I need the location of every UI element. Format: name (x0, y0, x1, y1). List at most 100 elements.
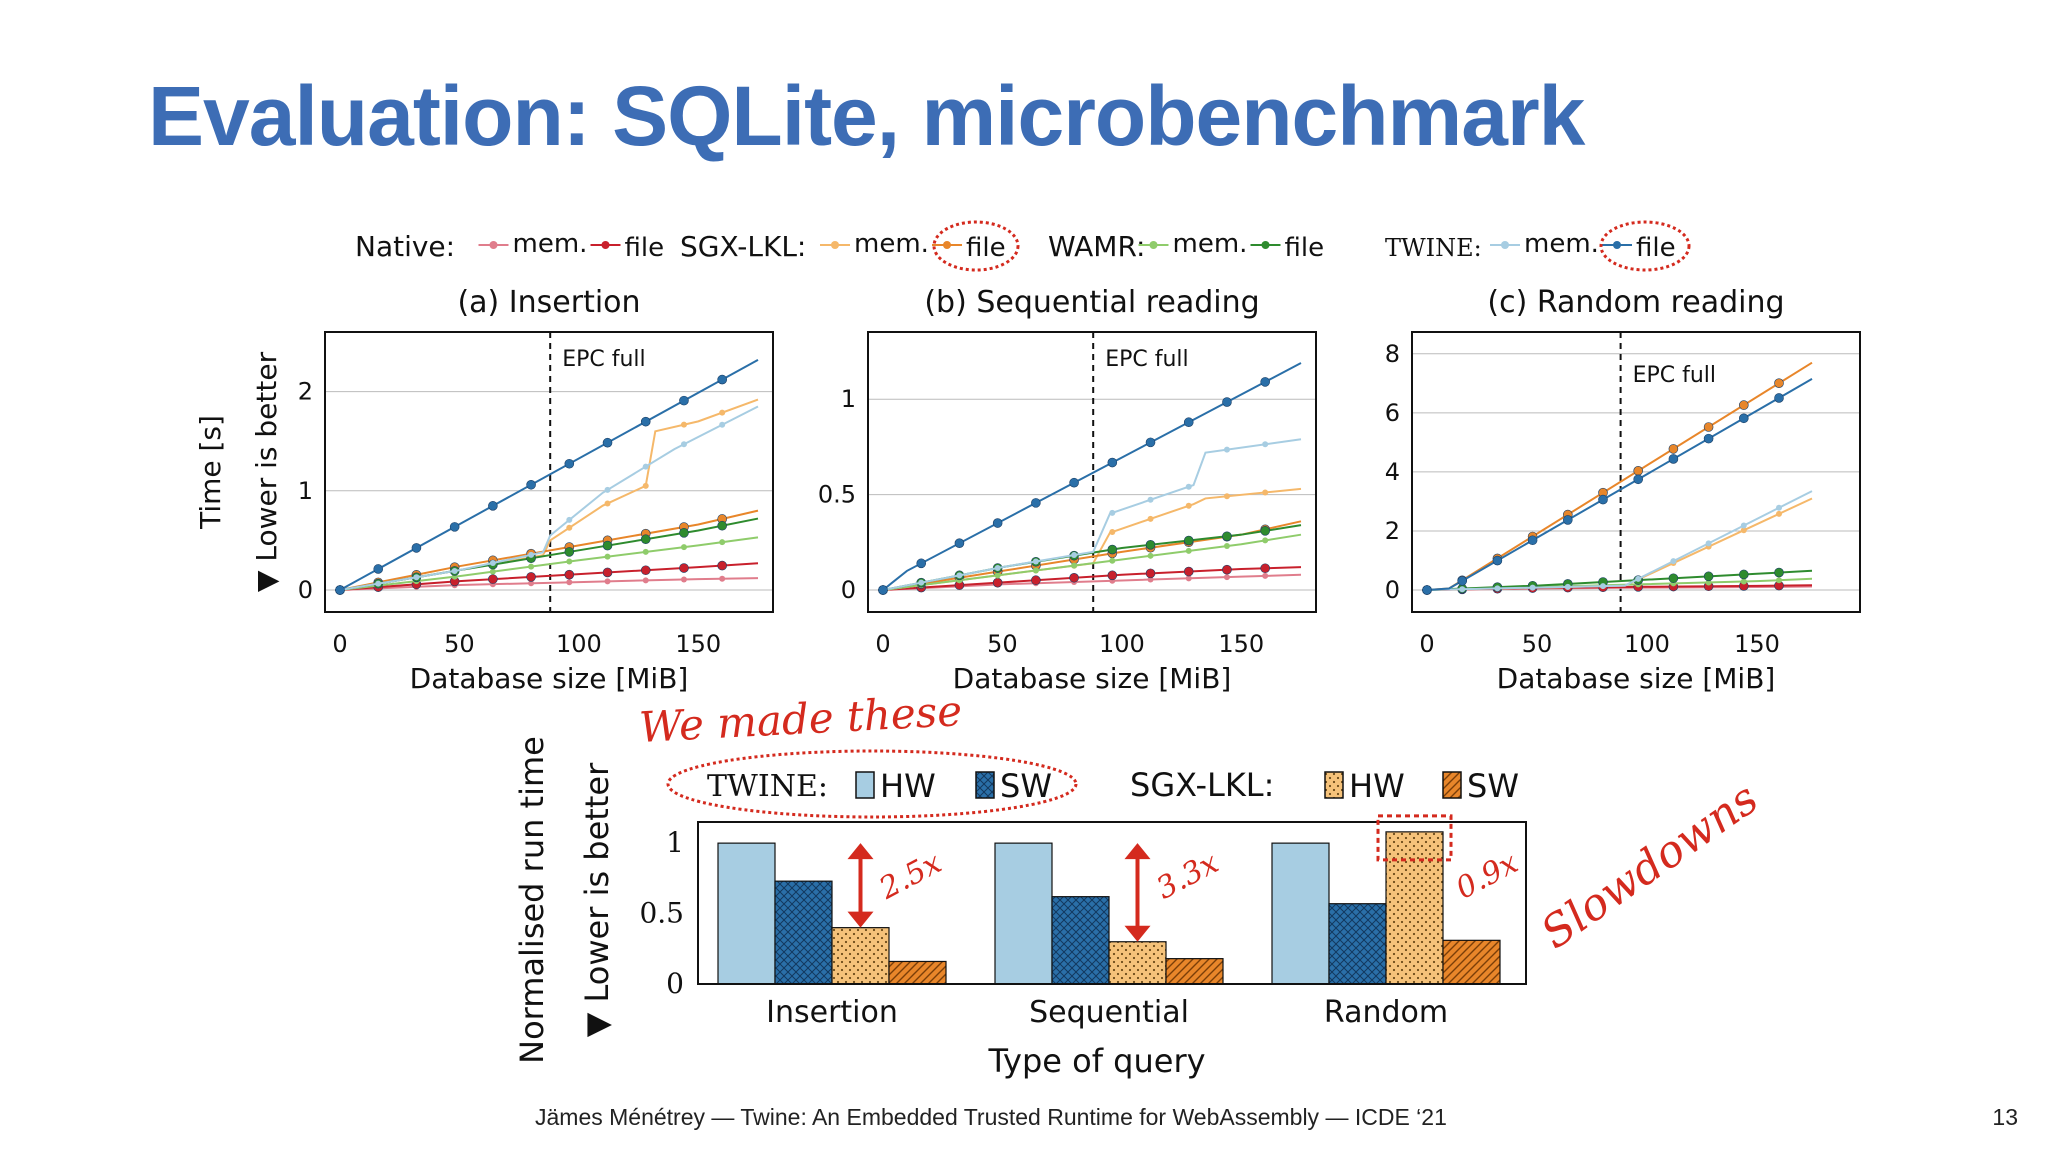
legend-label-wamr-file: file (1285, 233, 1325, 263)
series-point-2-wamr-file (1703, 571, 1714, 582)
series-point-1-twine-file (1031, 498, 1041, 508)
series-point-0-wamr-mem (680, 544, 687, 551)
series-point-2-twine-file (1703, 433, 1714, 444)
bar-legend-swatch-3 (1442, 771, 1462, 799)
plot-frame-1 (867, 331, 1317, 613)
series-point-1-twine-mem (918, 579, 925, 586)
xtick-0-100: 100 (556, 630, 602, 658)
series-point-0-wamr-mem (642, 548, 649, 555)
series-point-0-native-mem (719, 575, 726, 582)
annotation-arrow-head-down-0 (847, 911, 874, 928)
annotation-we-made-these: We made these (638, 686, 963, 752)
series-point-1-wamr-mem (1032, 567, 1039, 574)
series-point-2-twine-mem (1776, 504, 1782, 511)
ytick-2-0: 0 (1385, 576, 1400, 604)
plot-frame-0 (324, 331, 774, 613)
series-point-1-native-file (1069, 572, 1079, 583)
chart-title-2: (c) Random reading (1487, 285, 1784, 320)
legend-marker-wamr-file (1261, 241, 1270, 249)
xtick-1-50: 50 (987, 630, 1018, 658)
ytick-0-2: 2 (298, 378, 313, 406)
bar-category-random: Random (1324, 995, 1448, 1030)
xlabel-2: Database size [MiB] (1497, 662, 1776, 695)
series-point-0-native-file (679, 563, 689, 573)
series-point-0-twine-mem (680, 441, 687, 448)
series-point-1-twine-file (1260, 377, 1270, 387)
series-point-2-wamr-file (1739, 569, 1749, 580)
series-point-2-twine-file (1668, 454, 1679, 464)
series-point-1-native-file (1222, 564, 1232, 575)
chart-insertion: (a) Insertion 0 1 2 0 50 100 150 Database size [… (194, 285, 774, 695)
epc-full-label-1: EPC full (1105, 347, 1188, 372)
annotation-ratio-random: 0.9x (1450, 845, 1524, 906)
chart-random-reading: (c) Random reading 0 2 4 6 8 0 50 100 150 Database… (1385, 285, 1861, 695)
bar-insertion-sgx-lkl-hw (831, 927, 890, 985)
bar-sequential-sgx-lkl-hw (1108, 941, 1167, 985)
series-point-0-native-mem (680, 576, 687, 583)
annotation-circle-sgx-file (932, 220, 1020, 272)
series-line-1-sgx-lkl-mem (882, 487, 1302, 591)
series-point-2-twine-mem (1670, 558, 1677, 565)
series-point-2-wamr-file (1668, 573, 1679, 584)
bar-category-insertion: Insertion (766, 995, 898, 1030)
series-point-0-twine-file (373, 564, 384, 574)
series-point-1-native-mem (1147, 576, 1154, 583)
series-point-2-twine-mem (1635, 575, 1642, 582)
ylabel-time: Time [s] (194, 415, 227, 530)
ytick-0-1: 1 (298, 477, 313, 505)
legend-label-sgx-lkl-file: file (966, 233, 1006, 263)
series-point-2-sgx-lkl-file (1668, 444, 1679, 454)
chart-normalised-runtime: TWINE: SGX-LKL: HW SW HW SW 0 0.5 1 Insertion Sequ… (513, 736, 1527, 1080)
bar-legend-label-1: SW (1000, 767, 1052, 805)
series-point-1-wamr-mem (1109, 557, 1116, 564)
series-point-2-twine-file (1527, 535, 1538, 546)
series-point-0-twine-mem (642, 463, 649, 470)
bar-random-sgx-lkl-hw (1385, 831, 1444, 985)
bar-plot-frame (697, 821, 1527, 985)
ytick-0-0: 0 (298, 576, 313, 604)
series-point-0-twine-mem (719, 421, 726, 428)
xtick-2-0: 0 (1419, 630, 1434, 658)
top-legend: Native: mem. file SGX-LKL: mem. file WAMR: mem.… (355, 229, 1676, 263)
series-point-1-twine-mem (1032, 558, 1039, 565)
series-point-0-twine-file (602, 437, 613, 448)
slide-title: Evaluation: SQLite, microbenchmark (148, 69, 1585, 163)
series-point-0-native-file (717, 560, 727, 571)
series-point-0-wamr-mem (604, 553, 611, 560)
series-point-0-twine-mem (566, 516, 573, 523)
ytick-1-0-5: 0.5 (818, 481, 856, 509)
series-point-0-twine-file (640, 416, 651, 427)
bar-ylabel: Normalised run time (513, 736, 551, 1064)
legend-marker-sgx-lkl-mem (831, 241, 839, 249)
series-point-1-sgx-lkl-mem (1109, 528, 1116, 535)
annotation-arrow-head-down-1 (1124, 925, 1151, 942)
series-point-0-twine-file (526, 479, 536, 490)
series-line-0-twine-file (339, 358, 759, 591)
legend-group-native: Native: (355, 230, 455, 263)
chart-sequential-reading: (b) Sequential reading 0 0.5 1 0 50 100 150 Data… (818, 285, 1317, 695)
series-point-0-native-file (640, 565, 651, 576)
series-line-1-sgx-lkl-file (882, 520, 1302, 591)
xtick-2-50: 50 (1522, 630, 1553, 658)
chart-title-0: (a) Insertion (457, 285, 640, 320)
series-point-2-twine-file (1633, 474, 1643, 485)
series-point-1-native-file (1183, 566, 1194, 577)
series-point-0-twine-file (335, 585, 345, 595)
xtick-1-150: 150 (1218, 630, 1264, 658)
series-point-1-wamr-file (1260, 526, 1270, 536)
series-point-2-sgx-lkl-file (1703, 422, 1714, 432)
series-point-0-twine-file (488, 501, 498, 511)
series-point-1-twine-file (1069, 477, 1079, 488)
series-point-0-twine-file (449, 522, 460, 532)
legend-group-sgx-lkl: SGX-LKL: (680, 230, 806, 263)
series-point-0-wamr-file (717, 520, 727, 531)
series-point-0-wamr-file (640, 534, 651, 545)
series-point-1-native-file (1260, 563, 1270, 574)
series-point-1-native-file (1031, 575, 1041, 586)
xlabel-1: Database size [MiB] (953, 662, 1232, 695)
series-point-2-twine-mem (1564, 583, 1571, 590)
legend-label-wamr-mem: mem. (1173, 229, 1248, 259)
bar-random-twine-sw (1328, 903, 1387, 985)
page-number: 13 (1992, 1104, 2018, 1130)
